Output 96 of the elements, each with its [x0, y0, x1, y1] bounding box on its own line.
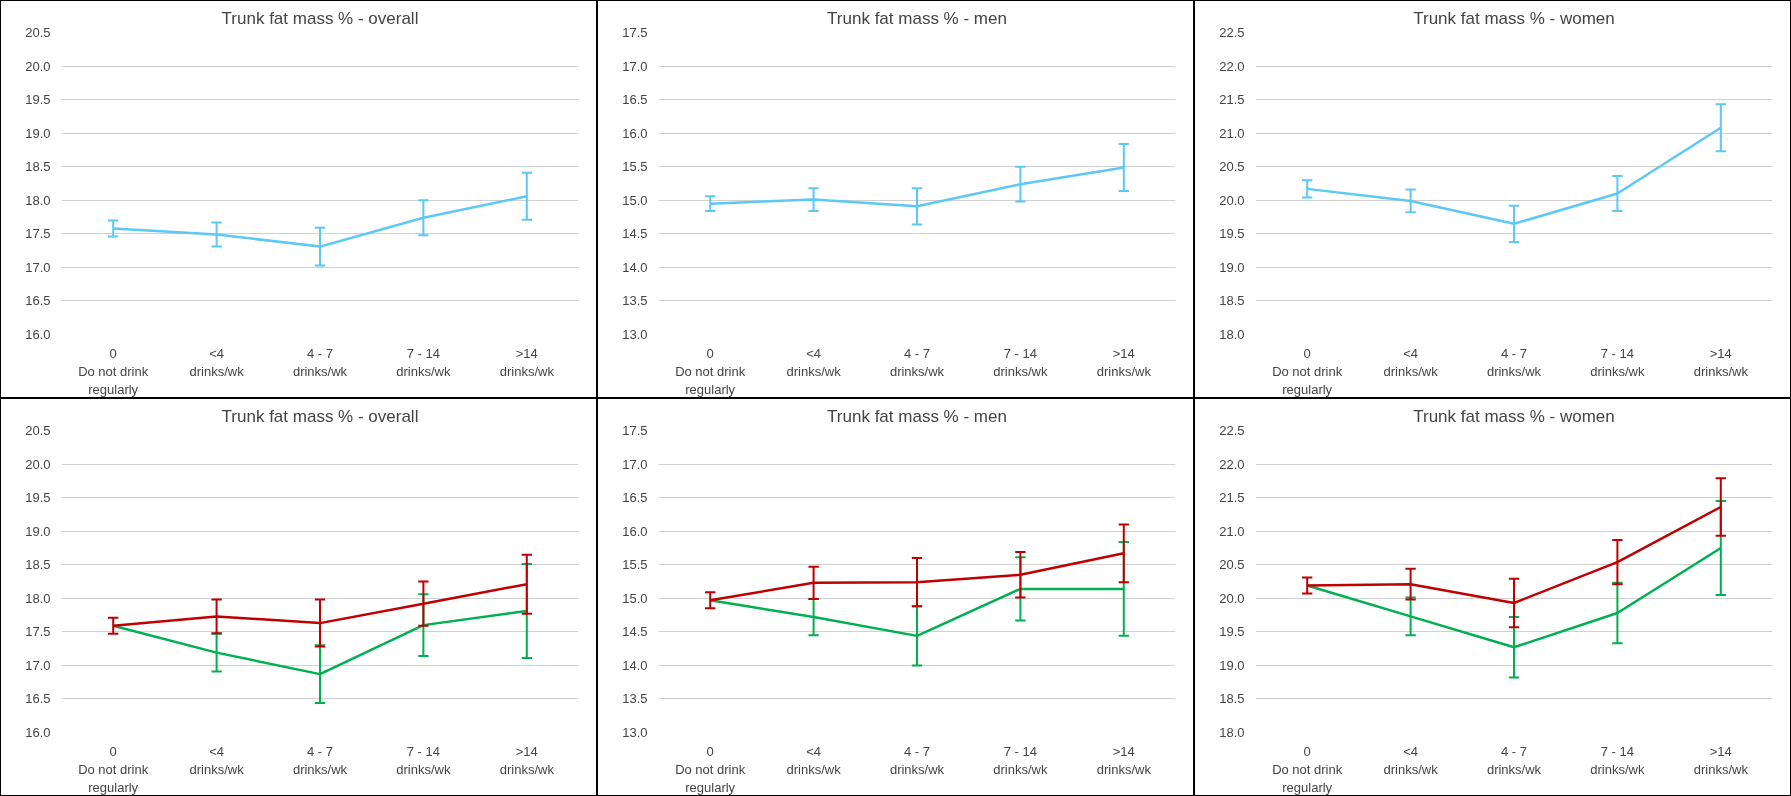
x-tick-label: 0 Do not drink regularly [675, 345, 746, 397]
y-tick-label: 14.5 [622, 624, 648, 640]
y-tick-label: 14.0 [622, 259, 648, 275]
y-tick-label: 13.5 [622, 293, 648, 309]
y-tick-label: 20.5 [1219, 557, 1245, 573]
x-tick-label: <4 drinks/wk [786, 345, 842, 379]
x-tick-label: <4 drinks/wk [1383, 345, 1439, 379]
y-tick-label: 14.0 [622, 657, 648, 673]
y-tick-label: 20.0 [25, 58, 51, 74]
x-tick-label: >14 drinks/wk [1693, 743, 1749, 777]
y-tick-label: 19.0 [25, 523, 51, 539]
x-tick-label: 0 Do not drink regularly [1272, 743, 1343, 795]
x-tick-label: >14 drinks/wk [1693, 345, 1749, 379]
y-tick-label: 18.5 [25, 159, 51, 175]
y-tick-label: 16.0 [25, 725, 51, 740]
y-tick-label: 18.0 [25, 192, 51, 208]
y-tick-label: 17.0 [25, 657, 51, 673]
x-tick-label: 4 - 7 drinks/wk [292, 345, 348, 379]
x-tick-label: 7 - 14 drinks/wk [993, 345, 1048, 379]
y-tick-label: 18.0 [1219, 725, 1245, 740]
y-tick-label: 17.5 [25, 624, 51, 640]
y-tick-label: 18.0 [25, 590, 51, 606]
x-tick-label: >14 drinks/wk [499, 743, 555, 777]
chart-title: Trunk fat mass % - women [1413, 8, 1615, 28]
x-tick-label: 4 - 7 drinks/wk [1486, 743, 1542, 777]
y-tick-label: 17.5 [25, 226, 51, 242]
y-tick-label: 14.5 [622, 226, 648, 242]
y-tick-label: 20.0 [1219, 590, 1245, 606]
y-tick-label: 17.0 [622, 58, 648, 74]
y-tick-label: 21.0 [1219, 125, 1245, 141]
y-tick-label: 16.5 [25, 691, 51, 707]
x-tick-label: 7 - 14 drinks/wk [1590, 345, 1645, 379]
y-tick-label: 16.0 [25, 327, 51, 342]
x-tick-label: 7 - 14 drinks/wk [1590, 743, 1645, 777]
y-tick-label: 17.5 [622, 423, 648, 438]
chart-title: Trunk fat mass % - women [1413, 406, 1615, 426]
y-tick-label: 13.0 [622, 327, 648, 342]
y-tick-label: 16.0 [622, 125, 648, 141]
x-tick-label: 0 Do not drink regularly [78, 743, 149, 795]
y-tick-label: 16.5 [622, 92, 648, 108]
chart-title: Trunk fat mass % - men [827, 406, 1007, 426]
y-tick-label: 22.0 [1219, 58, 1245, 74]
x-tick-label: >14 drinks/wk [1096, 743, 1152, 777]
x-tick-label: >14 drinks/wk [499, 345, 555, 379]
chart-title: Trunk fat mass % - overall [221, 8, 419, 28]
y-tick-label: 15.5 [622, 159, 648, 175]
x-tick-label: 0 Do not drink regularly [78, 345, 149, 397]
chart-title: Trunk fat mass % - overall [221, 406, 419, 426]
y-tick-label: 15.5 [622, 557, 648, 573]
x-tick-label: 0 Do not drink regularly [675, 743, 746, 795]
x-tick-label: 4 - 7 drinks/wk [889, 743, 945, 777]
x-tick-label: <4 drinks/wk [786, 743, 842, 777]
y-tick-label: 13.0 [622, 725, 648, 740]
x-tick-label: 4 - 7 drinks/wk [889, 345, 945, 379]
y-tick-label: 15.0 [622, 192, 648, 208]
y-tick-label: 19.0 [1219, 259, 1245, 275]
x-tick-label: >14 drinks/wk [1096, 345, 1152, 379]
y-tick-label: 21.0 [1219, 523, 1245, 539]
chart-title: Trunk fat mass % - men [827, 8, 1007, 28]
y-tick-label: 13.5 [622, 691, 648, 707]
x-tick-label: 0 Do not drink regularly [1272, 345, 1343, 397]
y-tick-label: 18.0 [1219, 327, 1245, 342]
y-tick-label: 18.5 [25, 557, 51, 573]
y-tick-label: 16.5 [622, 490, 648, 506]
x-tick-label: 4 - 7 drinks/wk [1486, 345, 1542, 379]
x-tick-label: <4 drinks/wk [1383, 743, 1439, 777]
y-tick-label: 17.0 [622, 456, 648, 472]
y-tick-label: 20.5 [25, 25, 51, 40]
y-tick-label: 21.5 [1219, 490, 1245, 506]
x-tick-label: <4 drinks/wk [189, 345, 245, 379]
y-tick-label: 15.0 [622, 590, 648, 606]
y-tick-label: 17.0 [25, 259, 51, 275]
y-tick-label: 22.5 [1219, 25, 1245, 40]
y-tick-label: 22.0 [1219, 456, 1245, 472]
y-tick-label: 19.5 [25, 490, 51, 506]
y-tick-label: 17.5 [622, 25, 648, 40]
y-tick-label: 19.5 [25, 92, 51, 108]
y-tick-label: 16.5 [25, 293, 51, 309]
x-tick-label: 7 - 14 drinks/wk [993, 743, 1048, 777]
x-tick-label: 4 - 7 drinks/wk [292, 743, 348, 777]
y-tick-label: 20.5 [1219, 159, 1245, 175]
y-tick-label: 22.5 [1219, 423, 1245, 438]
x-tick-label: <4 drinks/wk [189, 743, 245, 777]
y-tick-label: 18.5 [1219, 293, 1245, 309]
x-tick-label: 7 - 14 drinks/wk [396, 345, 451, 379]
y-tick-label: 20.5 [25, 423, 51, 438]
y-tick-label: 20.0 [1219, 192, 1245, 208]
y-tick-label: 18.5 [1219, 691, 1245, 707]
y-tick-label: 19.0 [1219, 657, 1245, 673]
x-tick-label: 7 - 14 drinks/wk [396, 743, 451, 777]
y-tick-label: 19.5 [1219, 624, 1245, 640]
y-tick-label: 19.5 [1219, 226, 1245, 242]
y-tick-label: 21.5 [1219, 92, 1245, 108]
y-tick-label: 16.0 [622, 523, 648, 539]
y-tick-label: 20.0 [25, 456, 51, 472]
y-tick-label: 19.0 [25, 125, 51, 141]
